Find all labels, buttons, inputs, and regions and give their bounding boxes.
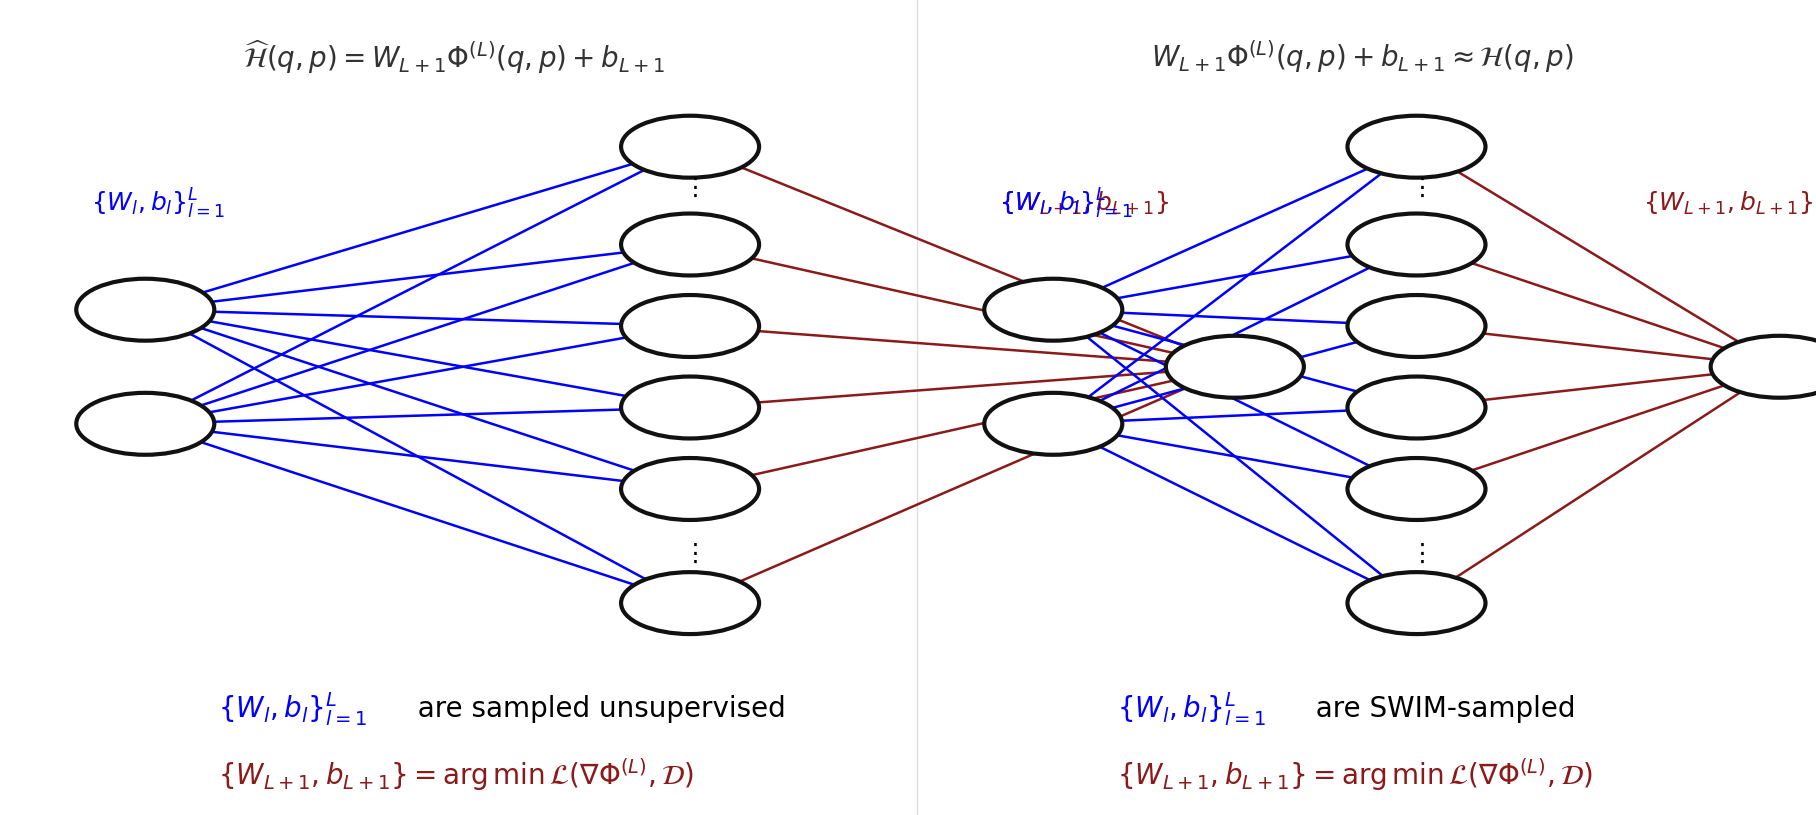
Circle shape: [76, 279, 214, 341]
Circle shape: [621, 295, 759, 357]
Circle shape: [621, 377, 759, 438]
Text: $W_{L+1}\Phi^{(L)}(q,p) + b_{L+1} \approx \mathcal{H}(q,p)$: $W_{L+1}\Phi^{(L)}(q,p) + b_{L+1} \appro…: [1151, 39, 1573, 75]
Circle shape: [1347, 295, 1485, 357]
Circle shape: [1347, 458, 1485, 520]
Text: $\{W_l, b_l\}_{l=1}^{L}$: $\{W_l, b_l\}_{l=1}^{L}$: [1117, 690, 1266, 728]
Circle shape: [621, 572, 759, 634]
Circle shape: [1347, 572, 1485, 634]
Text: $\widehat{\mathcal{H}}(q,p) = W_{L+1}\Phi^{(L)}(q,p) + b_{L+1}$: $\widehat{\mathcal{H}}(q,p) = W_{L+1}\Ph…: [243, 38, 665, 76]
Text: $\vdots$: $\vdots$: [683, 542, 697, 566]
Circle shape: [984, 393, 1122, 455]
Text: $\{W_l, b_l\}_{l=1}^{L}$: $\{W_l, b_l\}_{l=1}^{L}$: [91, 187, 225, 221]
Text: $\{W_{L+1}, b_{L+1}\} = \arg\min\,\mathcal{L}(\nabla\Phi^{(L)}, \mathcal{D})$: $\{W_{L+1}, b_{L+1}\} = \arg\min\,\mathc…: [218, 756, 694, 792]
Text: $\{W_{L+1}, b_{L+1}\}$: $\{W_{L+1}, b_{L+1}\}$: [1643, 190, 1814, 218]
Text: $\{W_l, b_l\}_{l=1}^{L}$: $\{W_l, b_l\}_{l=1}^{L}$: [999, 187, 1133, 221]
Text: $\{W_{L+1}, b_{L+1}\}$: $\{W_{L+1}, b_{L+1}\}$: [999, 190, 1170, 218]
Text: $\vdots$: $\vdots$: [1409, 542, 1424, 566]
Text: are sampled unsupervised: are sampled unsupervised: [400, 695, 785, 723]
Circle shape: [1347, 214, 1485, 275]
Circle shape: [621, 458, 759, 520]
Text: $\vdots$: $\vdots$: [1409, 175, 1424, 200]
Circle shape: [621, 116, 759, 178]
Text: are SWIM-sampled: are SWIM-sampled: [1298, 695, 1576, 723]
Circle shape: [621, 214, 759, 275]
Circle shape: [76, 393, 214, 455]
Circle shape: [1347, 116, 1485, 178]
Circle shape: [1347, 377, 1485, 438]
Text: $\vdots$: $\vdots$: [683, 175, 697, 200]
Text: $\{W_l, b_l\}_{l=1}^{L}$: $\{W_l, b_l\}_{l=1}^{L}$: [218, 690, 367, 728]
Circle shape: [984, 279, 1122, 341]
Circle shape: [1166, 336, 1304, 398]
Text: $\{W_{L+1}, b_{L+1}\} = \arg\min\,\mathcal{L}(\nabla\Phi^{(L)}, \mathcal{D})$: $\{W_{L+1}, b_{L+1}\} = \arg\min\,\mathc…: [1117, 756, 1593, 792]
Circle shape: [1711, 336, 1816, 398]
